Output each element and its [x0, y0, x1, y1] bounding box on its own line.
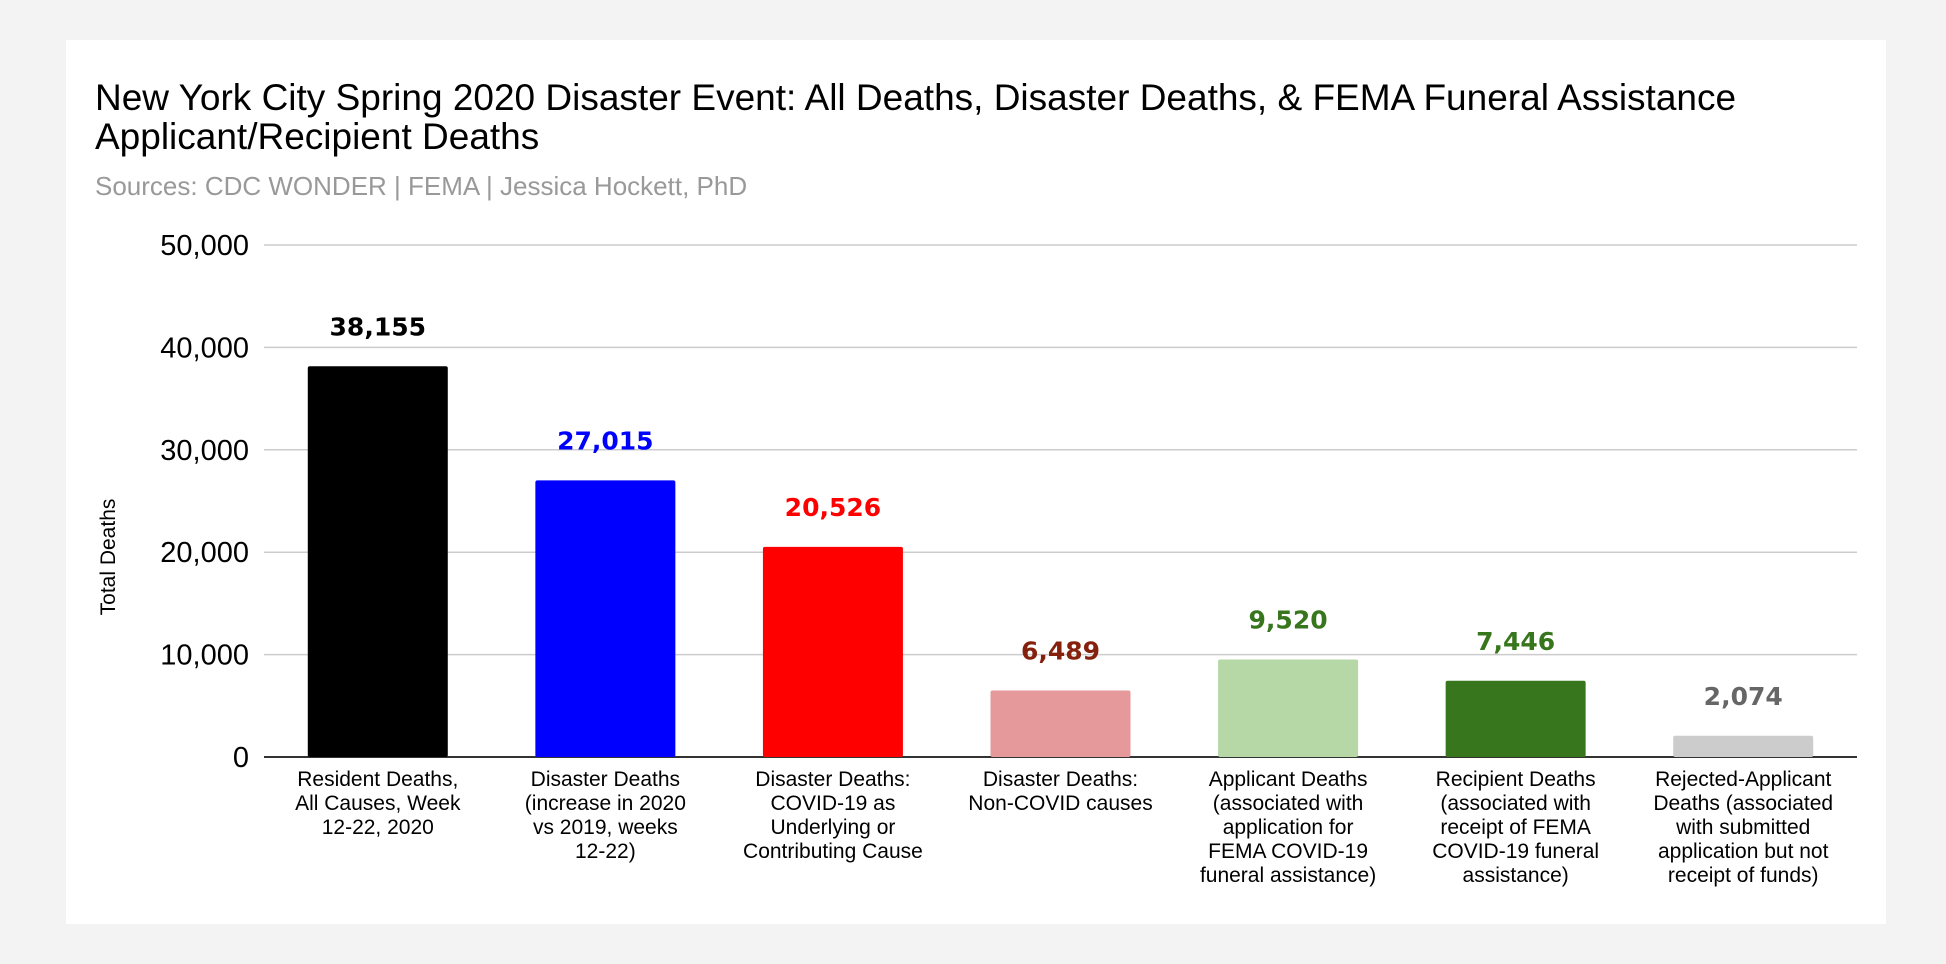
bar: [1673, 735, 1814, 757]
value-label: 6,489: [1021, 637, 1100, 666]
chart-subtitle: Sources: CDC WONDER | FEMA | Jessica Hoc…: [95, 171, 748, 201]
y-tick-label: 10,000: [160, 640, 249, 672]
x-tick-label-line: COVID-19 funeral: [1432, 840, 1599, 863]
x-tick-label-line: (increase in 2020: [525, 792, 686, 815]
x-tick-label-line: (associated with: [1213, 792, 1364, 815]
x-tick-label-line: Disaster Deaths:: [983, 768, 1138, 791]
x-tick-label: Disaster Deaths: Non-COVID causes: [968, 768, 1152, 815]
bar: [307, 366, 448, 757]
bar: [1445, 680, 1586, 757]
y-tick-label: 40,000: [160, 332, 249, 364]
x-tick-label: Disaster Deaths (increase in 2020 vs 2019,…: [525, 768, 686, 863]
y-tick-label: 50,000: [160, 230, 249, 262]
x-tick-label-line: receipt of funds): [1668, 864, 1819, 887]
x-tick-label-line: 12-22): [575, 840, 636, 863]
x-tick-label: Applicant Deaths (associated with applicat…: [1200, 768, 1376, 887]
x-tick-label: Rejected-Applicant Deaths (associated with…: [1653, 768, 1833, 887]
x-axis-labels: Resident Deaths, All Causes, Week 12-22, 2…: [295, 768, 1833, 887]
x-tick-label-line: Disaster Deaths: [531, 768, 680, 791]
value-label: 9,520: [1249, 606, 1328, 635]
y-tick-label: 30,000: [160, 435, 249, 467]
x-tick-label-line: funeral assistance): [1200, 864, 1376, 887]
x-tick-label-line: Deaths (associated: [1653, 792, 1833, 815]
x-tick-label-line: Underlying or: [770, 816, 895, 839]
x-tick-label-line: Recipient Deaths: [1436, 768, 1596, 791]
value-label: 27,015: [557, 426, 653, 455]
y-tick-label: 20,000: [160, 537, 249, 569]
x-tick-label-line: with submitted: [1675, 816, 1810, 839]
x-tick-label-line: FEMA COVID-19: [1208, 840, 1368, 863]
x-tick-label-line: 12-22, 2020: [322, 816, 434, 839]
x-tick-label-line: Contributing Cause: [743, 840, 923, 863]
y-axis-title: Total Deaths: [97, 499, 120, 616]
bar: [1218, 659, 1359, 757]
bar: [990, 690, 1131, 757]
x-tick-label-line: Applicant Deaths: [1209, 768, 1368, 791]
gridlines: [264, 244, 1857, 758]
bar: [535, 480, 676, 757]
x-tick-label-line: Resident Deaths,: [297, 768, 458, 791]
value-label: 20,526: [785, 493, 881, 522]
x-tick-label-line: application for: [1223, 816, 1354, 839]
y-tick-label: 0: [233, 742, 249, 774]
value-label: 2,074: [1704, 682, 1783, 711]
x-tick-label-line: application but not: [1658, 840, 1829, 863]
x-tick-label-line: vs 2019, weeks: [533, 816, 678, 839]
x-tick-label: Disaster Deaths: COVID-19 as Underlying or…: [743, 768, 923, 863]
value-label: 38,155: [330, 312, 426, 341]
chart-title: New York City Spring 2020 Disaster Event…: [95, 77, 1737, 157]
x-tick-label-line: Disaster Deaths:: [755, 768, 910, 791]
x-tick-label: Resident Deaths, All Causes, Week 12-22, 2…: [295, 768, 461, 839]
bars: [307, 366, 1814, 757]
x-tick-label-line: All Causes, Week: [295, 792, 461, 815]
value-label: 7,446: [1476, 627, 1555, 656]
x-tick-label: Recipient Deaths (associated with receipt …: [1432, 768, 1599, 887]
x-tick-label-line: receipt of FEMA: [1440, 816, 1591, 839]
value-labels: 38,155 27,015 20,526 6,489 9,520 7,446 2,074: [330, 312, 1783, 710]
x-tick-label-line: COVID-19 as: [770, 792, 895, 815]
y-axis-ticks: 0 10,000 20,000 30,000 40,000 50,000: [160, 230, 249, 774]
x-tick-label-line: Non-COVID causes: [968, 792, 1152, 815]
x-tick-label-line: assistance): [1463, 864, 1569, 887]
x-tick-label-line: Rejected-Applicant: [1655, 768, 1831, 791]
x-tick-label-line: (associated with: [1440, 792, 1591, 815]
bar: [762, 546, 903, 757]
